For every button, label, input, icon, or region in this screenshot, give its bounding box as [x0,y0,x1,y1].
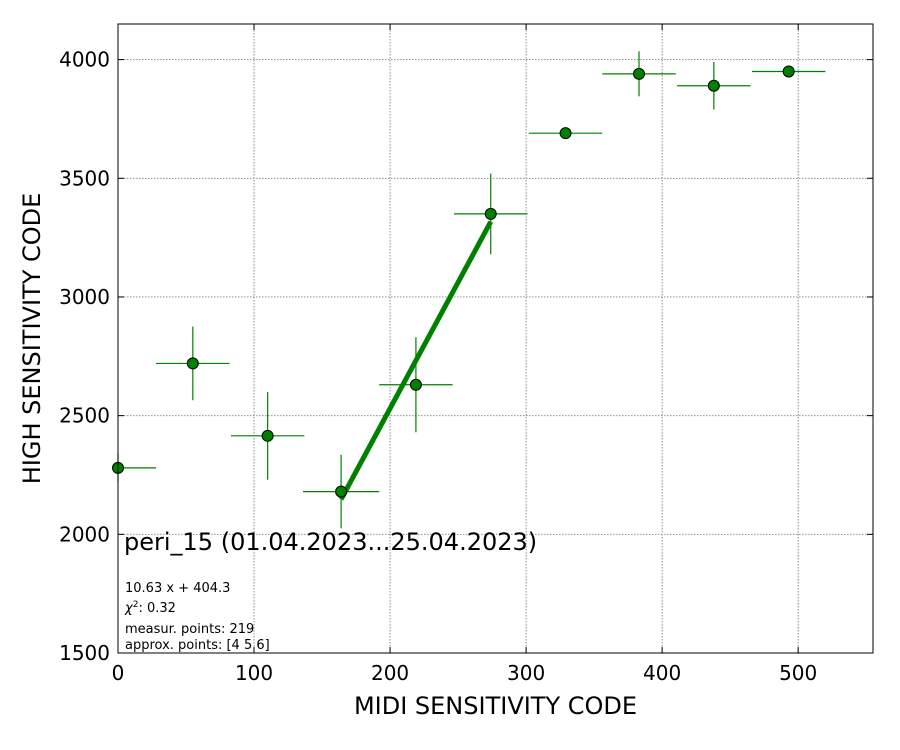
y-tick-labels: 1500 2000 2500 3000 3500 4000 [59,48,110,665]
errorbars [117,51,826,529]
grid [117,24,873,654]
y-tick-label: 3500 [59,166,110,190]
x-tick-label: 500 [779,661,817,685]
data-point [484,207,497,220]
data-point [186,357,199,370]
y-tick-label: 2000 [59,522,110,546]
x-tick-label: 100 [235,661,273,685]
annotation-chi2: χ2: 0.32 [124,600,176,616]
data-point [335,485,348,498]
x-tick-label: 0 [112,661,125,685]
y-tick-label: 2500 [59,404,110,428]
x-axis-label: MIDI SENSITIVITY CODE [354,692,637,720]
y-axis-label: HIGH SENSITIVITY CODE [18,193,46,485]
data-point [559,127,572,140]
annotation-measured-points: measur. points: 219 [125,622,254,637]
data-point [261,429,274,442]
annotation-equation: 10.63 x + 404.3 [125,581,230,596]
annotation-approx-points: approx. points: [4 5 6] [125,638,270,653]
x-tick-label: 300 [507,661,545,685]
data-point [409,378,422,391]
annotation-title: peri_15 (01.04.2023...25.04.2023) [124,528,537,556]
chi2-superscript: 2 [133,600,139,610]
data-point [707,79,720,92]
chi2-symbol: χ [124,601,134,616]
x-tick-labels: 0 100 200 300 400 500 [112,661,818,685]
data-point [633,67,646,80]
y-tick-label: 3000 [59,285,110,309]
y-tick-label: 4000 [59,48,110,72]
data-point [782,65,795,78]
ticks [117,24,873,654]
x-tick-label: 400 [643,661,681,685]
y-tick-label: 1500 [59,641,110,665]
x-tick-label: 200 [371,661,409,685]
chi2-value: : 0.32 [138,601,175,616]
markers [112,65,795,498]
plot-frame [117,23,874,654]
